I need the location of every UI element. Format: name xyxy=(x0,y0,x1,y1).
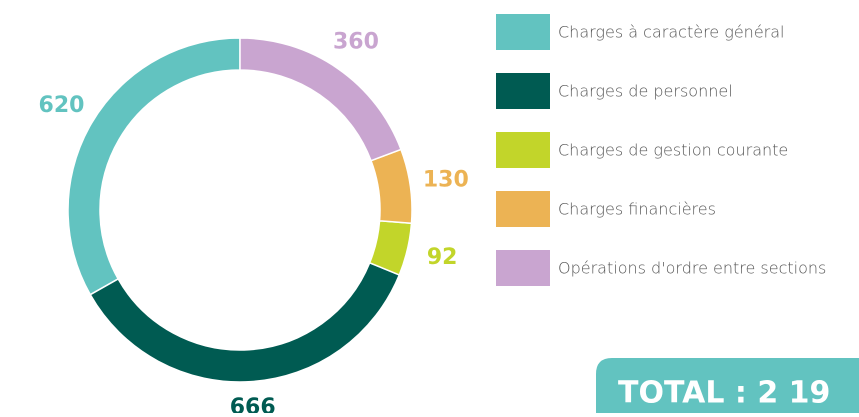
legend-swatch xyxy=(496,132,550,168)
legend-swatch xyxy=(496,191,550,227)
legend-swatch xyxy=(496,250,550,286)
data-label: 92 xyxy=(427,245,458,270)
donut-slice xyxy=(89,261,401,383)
legend-label: Charges financières xyxy=(558,200,716,219)
legend-swatch xyxy=(496,73,550,109)
data-label: 666 xyxy=(230,395,276,413)
donut-slice xyxy=(370,148,413,225)
legend-label: Charges de personnel xyxy=(558,82,733,101)
data-label: 360 xyxy=(333,30,379,55)
legend-label: Charges à caractère général xyxy=(558,23,784,42)
total-box xyxy=(596,358,859,413)
data-label: 130 xyxy=(423,168,469,193)
total: TOTAL : 2 19 xyxy=(618,376,830,411)
donut-slice xyxy=(239,37,402,162)
donut-slice xyxy=(67,37,241,296)
legend-swatch xyxy=(496,14,550,50)
data-label: 620 xyxy=(39,93,85,118)
legend-label: Charges de gestion courante xyxy=(558,141,788,160)
legend-label: Opérations d'ordre entre sections xyxy=(558,259,826,278)
